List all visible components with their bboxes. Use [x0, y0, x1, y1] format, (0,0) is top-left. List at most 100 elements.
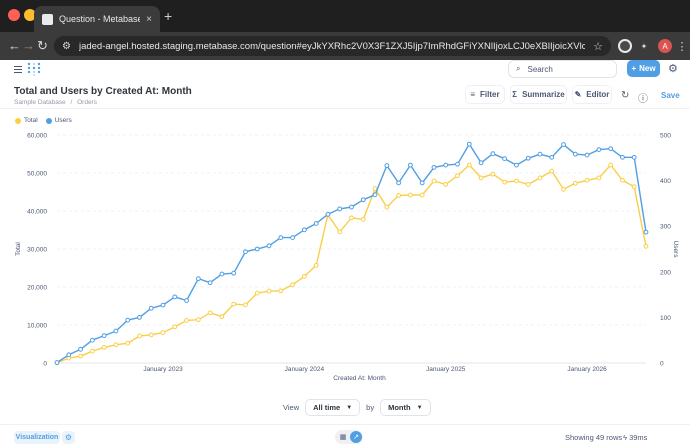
- extension-icon[interactable]: [618, 39, 632, 53]
- time-range-select[interactable]: All time ▼: [305, 399, 361, 416]
- filter-button[interactable]: ≡ Filter: [465, 85, 505, 104]
- data-point-users: [443, 162, 449, 168]
- sidebar-toggle-icon[interactable]: [14, 66, 22, 73]
- browser-menu-icon[interactable]: ⋮: [676, 40, 688, 53]
- data-point-users: [525, 155, 531, 161]
- data-point-total: [89, 348, 95, 354]
- minimize-window-button[interactable]: [24, 9, 36, 21]
- data-point-users: [195, 276, 201, 282]
- data-point-users: [455, 161, 460, 167]
- lightning-icon: ϟ: [623, 433, 627, 442]
- data-point-users: [313, 221, 319, 226]
- time-range-value: All time: [313, 403, 341, 412]
- plus-icon: +: [631, 64, 637, 73]
- new-button-label: New: [639, 64, 656, 73]
- data-point-users: [243, 249, 248, 255]
- summarize-button[interactable]: Σ Summarize: [510, 85, 567, 104]
- close-window-button[interactable]: [8, 9, 20, 21]
- editor-icon: ✎: [574, 90, 582, 99]
- data-point-users: [254, 246, 260, 252]
- data-point-users: [537, 151, 543, 157]
- data-point-total: [195, 317, 201, 323]
- refresh-icon[interactable]: ↻: [621, 90, 630, 101]
- data-point-users: [113, 328, 119, 334]
- browser-tab[interactable]: Question - Metabase ×: [34, 6, 160, 32]
- data-point-users: [54, 360, 60, 365]
- breadcrumb-database[interactable]: Sample Database: [14, 99, 66, 106]
- data-point-total: [620, 177, 625, 183]
- data-point-users: [360, 197, 366, 203]
- y-tick-left: 50,000: [27, 171, 47, 178]
- settings-gear-icon[interactable]: ⚙: [668, 63, 678, 75]
- table-view-icon[interactable]: ▦: [339, 434, 347, 441]
- x-axis-label: Created At: Month: [333, 375, 386, 382]
- data-point-total: [184, 318, 189, 323]
- data-point-total: [243, 302, 248, 308]
- data-point-total: [502, 179, 508, 185]
- tab-close-icon[interactable]: ×: [146, 13, 152, 25]
- chart-view-icon[interactable]: ↗: [350, 431, 362, 443]
- y-tick-left: 20,000: [27, 285, 47, 292]
- legend-dot-total: [15, 117, 21, 124]
- profile-avatar[interactable]: A: [658, 39, 672, 53]
- back-icon[interactable]: ←: [8, 38, 21, 53]
- legend-item-total[interactable]: Total: [15, 117, 38, 124]
- data-point-users: [266, 243, 272, 249]
- data-point-total: [584, 177, 590, 183]
- site-settings-icon[interactable]: ⚙: [62, 40, 71, 52]
- data-point-users: [643, 229, 649, 235]
- editor-button[interactable]: ✎ Editor: [572, 85, 612, 104]
- legend-item-users[interactable]: Users: [45, 117, 72, 124]
- data-point-users: [301, 227, 307, 233]
- editor-label: Editor: [586, 90, 610, 99]
- table-chart-toggle[interactable]: ▦ ↗: [335, 430, 363, 444]
- series-line-users: [56, 143, 647, 364]
- data-point-total: [431, 178, 437, 184]
- x-tick: January 2025: [426, 366, 466, 373]
- search-input[interactable]: ⌕ Search: [508, 60, 617, 78]
- data-point-total: [643, 243, 649, 249]
- y-tick-left: 10,000: [27, 323, 47, 330]
- data-point-total: [537, 175, 543, 181]
- breadcrumb: Sample Database / Orders: [14, 99, 97, 106]
- x-tick: January 2026: [567, 366, 607, 373]
- y-tick-left: 0: [43, 361, 47, 368]
- forward-icon[interactable]: →: [22, 38, 35, 53]
- data-point-users: [608, 146, 614, 152]
- data-point-users: [514, 162, 519, 168]
- visualization-button[interactable]: Visualization: [14, 431, 60, 444]
- granularity-select[interactable]: Month ▼: [380, 399, 431, 416]
- data-point-total: [148, 332, 154, 338]
- data-point-total: [608, 162, 614, 168]
- bookmark-star-icon[interactable]: ☆: [593, 40, 603, 53]
- data-point-total: [290, 282, 296, 288]
- browser-tab-bar: Question - Metabase × +: [0, 0, 690, 32]
- data-point-total: [631, 184, 637, 190]
- metabase-logo-icon[interactable]: [27, 62, 41, 76]
- data-point-total: [113, 342, 119, 348]
- legend-label-users: Users: [54, 117, 72, 124]
- question-title[interactable]: Total and Users by Created At: Month: [14, 86, 192, 97]
- reload-icon[interactable]: ↻: [37, 38, 48, 53]
- url-field[interactable]: ⚙ jaded-angel.hosted.staging.metabase.co…: [54, 36, 611, 56]
- data-point-total: [160, 330, 166, 336]
- url-text: jaded-angel.hosted.staging.metabase.com/…: [78, 40, 586, 52]
- data-point-users: [101, 333, 107, 339]
- save-button[interactable]: Save: [661, 91, 680, 100]
- row-count: Showing 49 rows: [565, 433, 623, 442]
- new-tab-button[interactable]: +: [164, 8, 173, 24]
- chart-legend: Total Users: [15, 117, 72, 124]
- viz-settings-gear-icon[interactable]: ⚙: [62, 431, 75, 444]
- search-icon: ⌕: [516, 64, 521, 73]
- data-point-total: [301, 273, 307, 279]
- extensions-puzzle-icon[interactable]: ✦: [640, 41, 648, 51]
- footer-bar: [0, 424, 690, 448]
- info-icon[interactable]: ⓘ: [638, 94, 648, 105]
- breadcrumb-table[interactable]: Orders: [77, 99, 97, 106]
- new-button[interactable]: + New: [627, 60, 660, 77]
- filter-label: Filter: [480, 90, 500, 99]
- filter-icon: ≡: [470, 90, 476, 99]
- line-chart: 0 10,000 20,000 30,000 40,000 50,000 60,000 0 10…: [15, 133, 679, 383]
- data-point-users: [490, 151, 496, 157]
- data-point-users: [478, 160, 484, 166]
